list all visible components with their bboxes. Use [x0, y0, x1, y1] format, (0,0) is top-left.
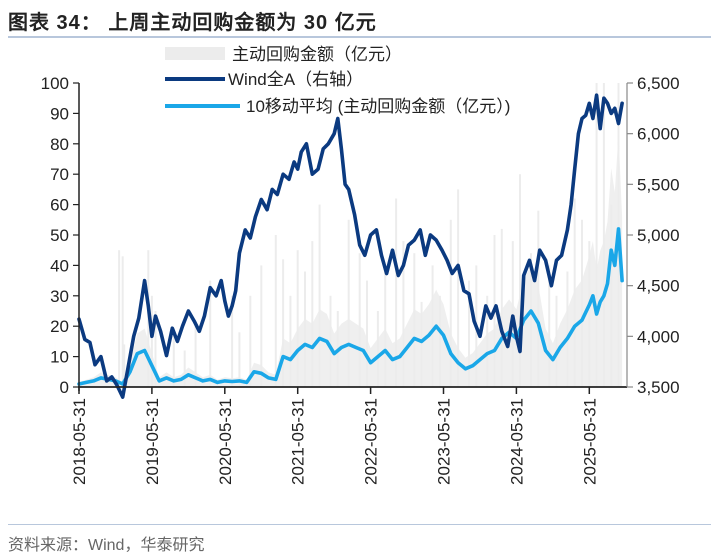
bar	[282, 259, 285, 387]
left-tick-label: 40	[50, 256, 69, 275]
bar	[154, 311, 157, 387]
bar	[260, 265, 263, 387]
bar	[249, 295, 252, 387]
right-tick-label: 3,500	[637, 378, 680, 397]
bar	[296, 250, 299, 387]
x-tick-label: 2024-05-31	[507, 398, 526, 485]
bar	[366, 280, 368, 387]
x-tick-label: 2020-05-31	[216, 398, 235, 485]
left-tick-label: 50	[50, 226, 69, 245]
bar	[274, 235, 277, 387]
bar	[402, 241, 405, 387]
right-tick-label: 5,000	[637, 226, 680, 245]
bar	[311, 241, 314, 387]
chart: 0 10 20 30 40 50 60 70 80 90 100 3,500 4,000 4,500 5,0…	[41, 45, 680, 485]
bar	[238, 332, 241, 387]
ma10-line	[77, 227, 624, 386]
bar	[289, 295, 292, 387]
bar	[519, 174, 521, 387]
bar	[121, 256, 124, 387]
x-tick-label: 2025-05-31	[580, 398, 599, 485]
right-tick-label: 6,500	[637, 74, 680, 93]
bar	[183, 350, 186, 387]
legend: 主动回购金额（亿元） Wind全A（右轴） 10移动平均 (主动回购金额（亿元）)	[165, 45, 510, 116]
x-tick-label: 2022-05-31	[362, 398, 381, 485]
bar	[318, 204, 321, 387]
title-divider	[8, 36, 711, 38]
bar	[457, 189, 460, 387]
bar	[347, 219, 350, 387]
bar	[500, 228, 503, 387]
left-tick-label: 30	[50, 287, 69, 306]
right-tick-label: 4,500	[637, 277, 680, 296]
footer-divider	[8, 524, 711, 525]
left-tick-label: 100	[41, 74, 69, 93]
legend-label-wind: Wind全A（右轴）	[228, 70, 363, 89]
x-tick-label: 2018-05-31	[70, 398, 89, 485]
right-tick-label: 6,000	[637, 125, 680, 144]
wind-all-a-line	[77, 93, 624, 399]
bar	[150, 295, 153, 387]
legend-label-ma10: 10移动平均 (主动回购金额（亿元）)	[246, 97, 510, 116]
bar	[209, 280, 212, 387]
bar	[231, 295, 234, 387]
right-tick-label: 5,500	[637, 175, 680, 194]
bar	[449, 219, 452, 387]
bar	[118, 250, 121, 387]
lines-layer	[77, 93, 624, 399]
bar	[123, 344, 126, 387]
left-tick-label: 80	[50, 135, 69, 154]
bar	[194, 326, 197, 387]
left-tick-label: 90	[50, 104, 69, 123]
bar	[602, 83, 605, 387]
bar	[395, 198, 398, 387]
bar	[358, 253, 361, 387]
x-tick-label: 2023-05-31	[435, 398, 454, 485]
left-tick-label: 10	[50, 348, 69, 367]
bar	[548, 265, 551, 387]
right-tick-label: 4,000	[637, 327, 680, 346]
bar	[172, 332, 175, 387]
left-tick-label: 0	[60, 378, 69, 397]
legend-swatch-bars	[165, 47, 225, 60]
bar	[468, 280, 470, 387]
left-tick-label: 70	[50, 165, 69, 184]
left-tick-label: 20	[50, 317, 69, 336]
bar	[595, 83, 598, 387]
left-tick-label: 60	[50, 196, 69, 215]
x-tick-label: 2021-05-31	[289, 398, 308, 485]
legend-label-bars: 主动回购金额（亿元）	[232, 45, 402, 64]
axes: 0 10 20 30 40 50 60 70 80 90 100 3,500 4,000 4,500 5,0…	[41, 74, 680, 485]
chart-title: 图表 34： 上周主动回购金额为 30 亿元	[8, 12, 377, 34]
bar	[384, 265, 387, 387]
x-tick-label: 2019-05-31	[143, 398, 162, 485]
source-note: 资料来源：Wind，华泰研究	[8, 537, 205, 554]
